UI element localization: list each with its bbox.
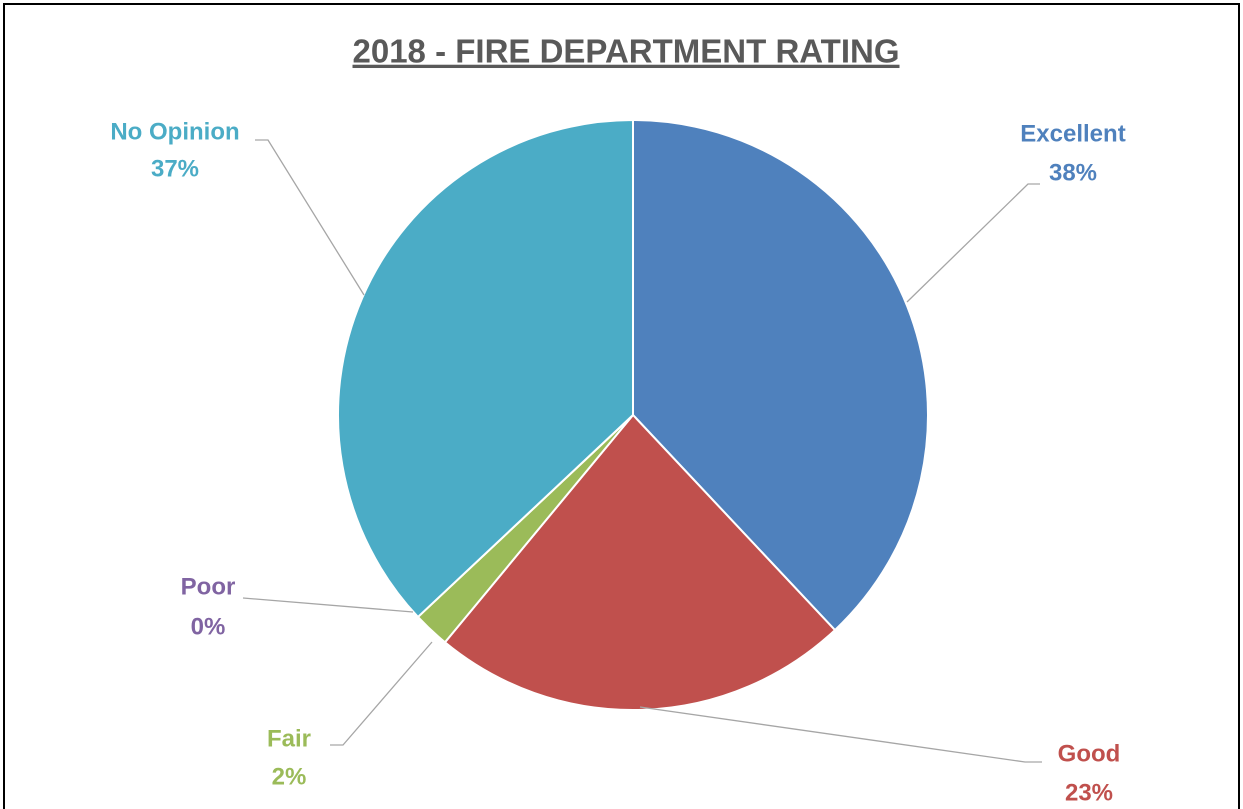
data-label-value: 38% (1049, 159, 1097, 186)
leader-line (639, 706, 1042, 763)
data-label-name: No Opinion (110, 118, 239, 145)
pie-slice (632, 118, 929, 632)
data-label-value: 2% (272, 763, 307, 790)
leader-line (255, 139, 365, 296)
pie-slice (443, 413, 837, 711)
data-label-name: Poor (181, 573, 236, 600)
data-label-value: 0% (191, 613, 226, 640)
leader-line (906, 183, 1040, 303)
data-label-value: 37% (151, 155, 199, 182)
chart-title: 2018 - FIRE DEPARTMENT RATING (353, 33, 900, 70)
data-label-value: 23% (1065, 779, 1113, 806)
data-label-name: Good (1058, 740, 1121, 767)
leader-line (242, 597, 414, 613)
pie-slice (337, 118, 634, 619)
data-label-name: Fair (267, 725, 311, 752)
leader-line (330, 641, 433, 746)
data-label-name: Excellent (1020, 120, 1125, 147)
